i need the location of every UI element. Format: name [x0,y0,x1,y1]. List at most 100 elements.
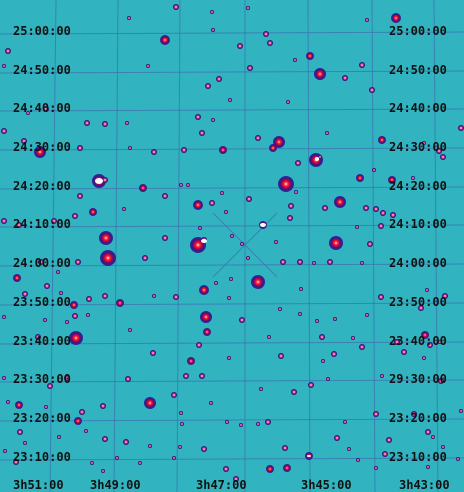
star [179,411,183,415]
star [90,461,94,465]
star [278,176,294,192]
star [35,334,41,340]
star [187,357,195,365]
star [347,447,351,451]
star [51,218,57,224]
ra-label: 3h51:00 [13,478,64,492]
star [3,449,7,453]
star [199,285,209,295]
dec-label: 24:10:00 [389,217,447,231]
star [299,287,303,291]
dec-label: 24:00:00 [13,256,71,270]
star [74,417,82,425]
star [205,83,211,89]
star [181,147,187,153]
star [70,301,78,309]
star [265,419,271,425]
star [365,313,369,317]
star [102,436,108,442]
star [183,373,189,379]
dec-label: 23:40:00 [389,334,447,348]
star [100,403,106,409]
star [418,305,424,311]
dec-gridline [0,147,464,151]
star [210,10,214,14]
star [378,136,386,144]
star [1,218,7,224]
star [162,193,168,199]
star [266,465,274,473]
star [327,259,333,265]
star [269,144,277,152]
star [123,439,129,445]
star [394,339,400,345]
star [282,445,288,451]
star [2,376,6,380]
star [26,111,30,115]
dec-gridline [0,457,464,461]
star [227,296,231,300]
star [233,476,239,482]
star [72,213,78,219]
star [209,200,215,206]
dec-label: 23:20:00 [13,411,71,425]
dec-label: 23:10:00 [389,450,447,464]
star [333,317,337,321]
star [47,383,53,389]
star [34,146,46,158]
star [75,259,81,265]
star [6,400,10,404]
star [293,58,297,62]
star [291,389,297,395]
star [318,155,322,159]
star [388,176,396,184]
dec-label: 23:50:00 [389,295,447,309]
star [386,437,392,443]
dec-gridline [0,263,464,267]
star [237,43,243,49]
star [425,429,431,435]
star [198,226,202,230]
star [365,18,369,22]
bright-star-core [307,455,311,457]
star [128,146,132,150]
star [425,288,429,292]
dec-gridline [0,108,464,112]
star [431,435,435,439]
star [334,196,346,208]
star [331,351,337,357]
star [356,174,364,182]
star [38,259,44,265]
ra-label: 3h45:00 [301,478,352,492]
star [152,294,156,298]
star [246,256,250,260]
star [373,411,379,417]
star [173,294,179,300]
star [178,445,182,449]
star [142,255,148,261]
star [125,121,129,125]
star [72,313,78,319]
star [369,87,375,93]
star [223,466,229,472]
dec-gridline [0,70,464,74]
dec-label: 24:40:00 [389,101,447,115]
star [427,342,433,348]
star [322,205,328,211]
star [230,234,234,238]
star [288,203,294,209]
star [325,131,329,135]
ra-gridline [176,0,181,492]
star [426,465,430,469]
dec-label: 24:20:00 [13,179,71,193]
star [312,261,316,265]
star [220,191,224,195]
star [251,275,265,289]
star [148,444,152,448]
bright-star-core [201,239,207,243]
star [286,100,290,104]
star [21,138,27,144]
star [411,176,415,180]
star [146,64,150,68]
